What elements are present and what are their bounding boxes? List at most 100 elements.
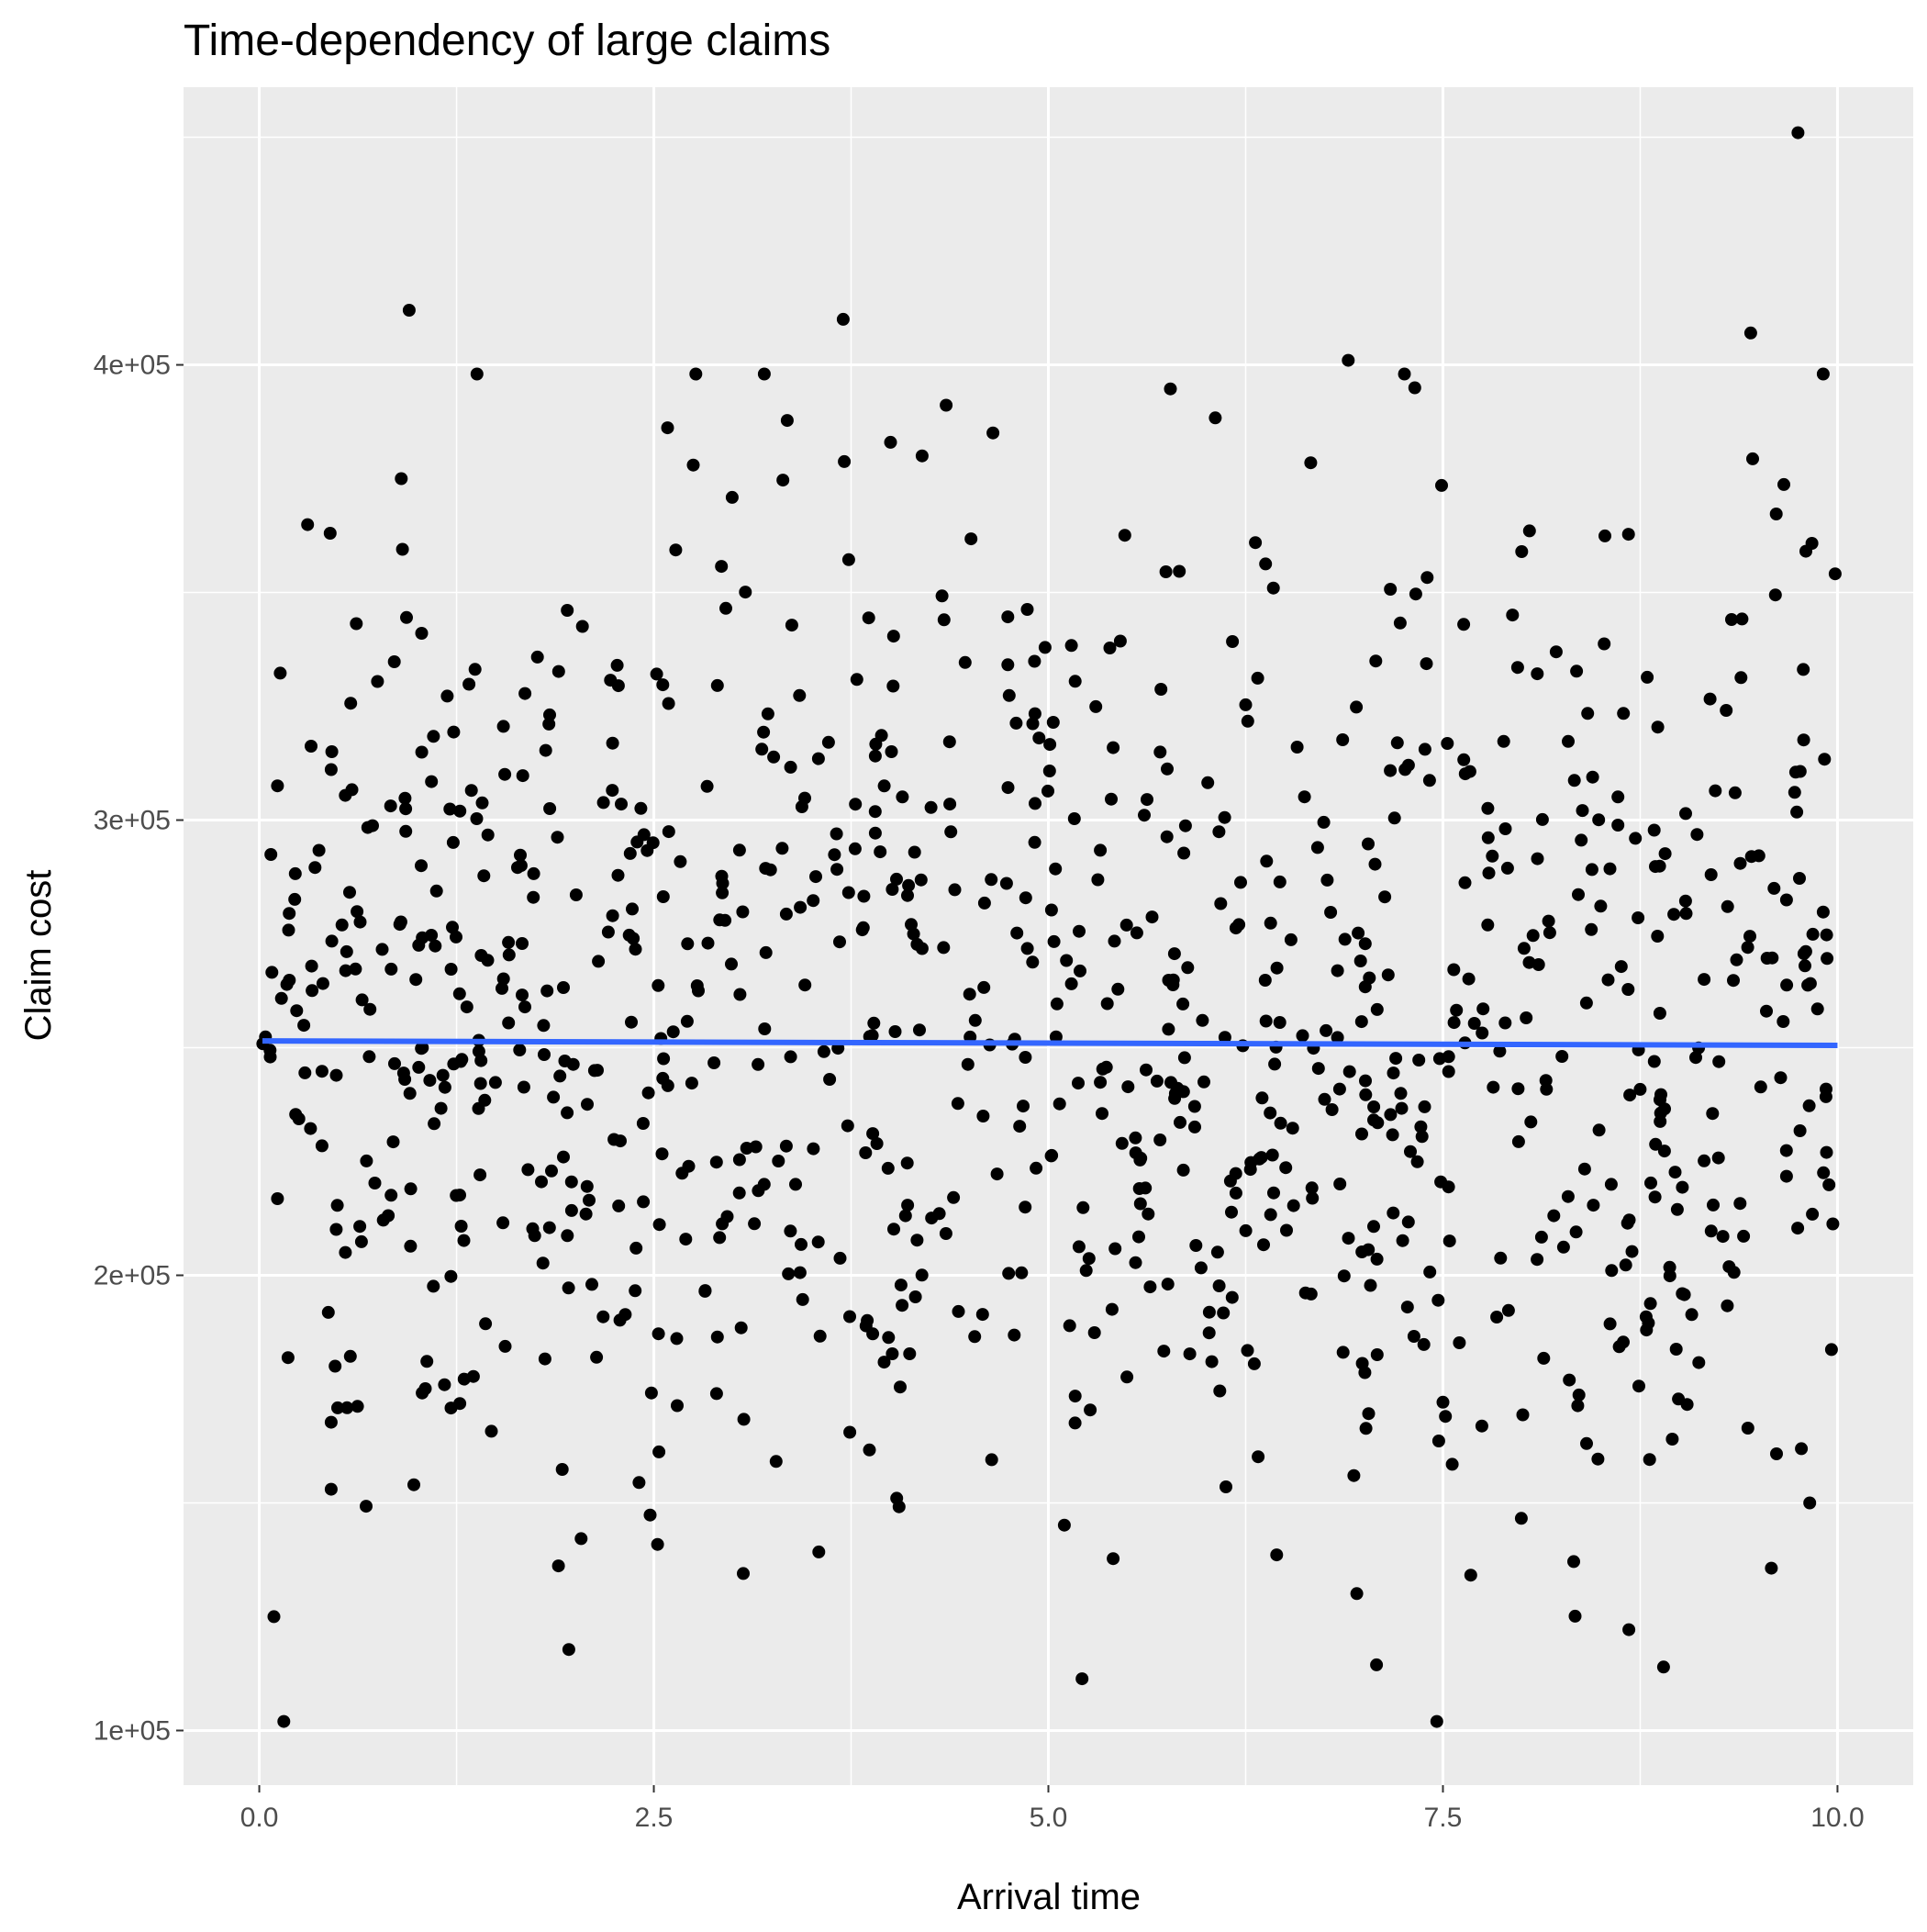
data-point xyxy=(1212,825,1226,839)
data-point xyxy=(1280,1223,1293,1237)
data-point xyxy=(1780,978,1794,992)
y-tick-label: 2e+05 xyxy=(94,1261,171,1291)
data-point xyxy=(1576,804,1589,818)
data-point xyxy=(1139,1181,1153,1195)
data-point xyxy=(1447,1016,1461,1030)
data-point xyxy=(669,543,683,557)
data-point xyxy=(1387,1206,1400,1220)
data-point xyxy=(715,560,729,574)
data-point xyxy=(267,1610,281,1624)
data-point xyxy=(1601,973,1615,987)
data-point xyxy=(1770,1447,1783,1460)
data-point xyxy=(273,666,287,680)
data-point xyxy=(1105,792,1118,806)
data-point xyxy=(1068,675,1082,688)
data-point xyxy=(290,1004,304,1018)
data-point xyxy=(1384,583,1398,596)
data-point xyxy=(798,978,812,992)
data-point xyxy=(1826,1217,1840,1231)
data-point xyxy=(1632,911,1645,924)
data-point xyxy=(1769,508,1783,520)
data-point xyxy=(1418,743,1431,756)
data-point xyxy=(1709,784,1722,798)
data-point xyxy=(1743,930,1756,944)
data-point xyxy=(1160,830,1174,843)
data-point xyxy=(395,542,409,556)
data-point xyxy=(1350,1587,1364,1601)
data-point xyxy=(1094,843,1108,857)
data-point xyxy=(516,988,529,1002)
data-point xyxy=(1722,1260,1736,1274)
data-point xyxy=(1644,1176,1657,1189)
data-point xyxy=(1622,1623,1636,1636)
data-point xyxy=(1072,1077,1085,1090)
data-point xyxy=(1298,790,1311,804)
data-point xyxy=(516,937,529,950)
data-point xyxy=(464,784,478,798)
data-point xyxy=(1220,1480,1232,1493)
data-point xyxy=(915,449,929,463)
data-point xyxy=(914,873,928,887)
data-point xyxy=(1075,1672,1089,1686)
data-point xyxy=(784,1224,797,1238)
data-point xyxy=(517,1080,530,1094)
data-point xyxy=(776,474,790,487)
data-point xyxy=(866,1327,880,1341)
data-point xyxy=(1511,1134,1525,1148)
y-tick-label: 3e+05 xyxy=(94,806,171,836)
data-point xyxy=(1754,1080,1767,1094)
data-point xyxy=(1049,1030,1063,1044)
data-point xyxy=(1730,953,1743,966)
data-point xyxy=(1354,1015,1368,1029)
data-point xyxy=(942,735,956,749)
data-point xyxy=(1592,1123,1606,1137)
data-point xyxy=(1140,1063,1153,1077)
data-point xyxy=(733,988,747,1001)
data-point xyxy=(561,604,574,617)
data-point xyxy=(1094,1076,1108,1089)
data-point xyxy=(402,304,416,317)
data-point xyxy=(1431,1435,1445,1447)
data-point xyxy=(1028,707,1041,720)
data-point xyxy=(551,831,564,844)
data-point xyxy=(1760,1004,1773,1018)
data-point xyxy=(849,798,863,811)
data-point xyxy=(1497,734,1510,748)
data-point xyxy=(345,783,359,797)
data-point xyxy=(1057,1518,1071,1532)
data-point xyxy=(403,1087,417,1100)
data-point xyxy=(932,1207,946,1221)
data-point xyxy=(1181,961,1195,975)
data-point xyxy=(360,1500,373,1513)
data-point xyxy=(689,367,703,381)
data-point xyxy=(564,1203,578,1217)
data-point xyxy=(1218,810,1231,824)
data-point xyxy=(376,1213,390,1227)
data-point xyxy=(325,745,339,758)
data-point xyxy=(1015,1266,1029,1279)
data-point xyxy=(536,1256,550,1270)
data-point xyxy=(1679,907,1693,921)
data-point xyxy=(1806,1207,1820,1221)
data-point xyxy=(1543,926,1556,940)
data-point xyxy=(632,1476,646,1490)
data-point xyxy=(1150,1074,1164,1088)
data-point xyxy=(1689,1051,1702,1065)
data-point xyxy=(1393,616,1407,630)
data-point xyxy=(1042,765,1056,777)
data-point xyxy=(759,945,773,959)
data-point xyxy=(1001,658,1015,672)
data-point xyxy=(425,929,439,942)
data-point xyxy=(1603,862,1617,876)
data-point xyxy=(335,918,349,932)
data-point xyxy=(986,426,1000,440)
data-point xyxy=(574,1532,588,1546)
data-point xyxy=(1001,781,1015,795)
data-point xyxy=(907,927,920,941)
data-point xyxy=(1157,1345,1171,1358)
data-point xyxy=(1063,1319,1076,1333)
data-point xyxy=(1387,1067,1400,1080)
data-point xyxy=(1084,1403,1097,1417)
data-point xyxy=(527,866,540,880)
data-point xyxy=(1656,1660,1670,1674)
